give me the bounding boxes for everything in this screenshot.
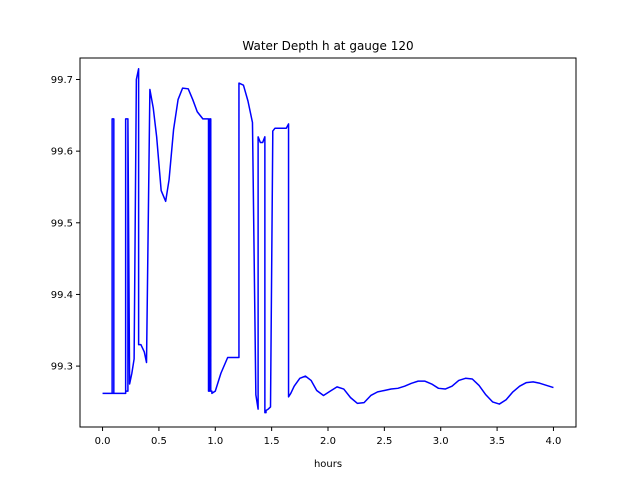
x-tick-label: 2.5	[376, 436, 392, 447]
plot-area	[79, 57, 577, 428]
y-tick-label: 99.4	[51, 290, 73, 301]
x-axis-label: hours	[314, 459, 342, 470]
x-axis: 0.0 0.5 1.0 1.5 2.0 2.5 3.0 3.5 4.0	[95, 427, 562, 447]
y-tick-label: 99.3	[51, 362, 73, 373]
series-layer	[102, 68, 554, 414]
chart-title: Water Depth h at gauge 120	[242, 39, 413, 53]
x-tick-label: 3.0	[433, 436, 449, 447]
y-tick-label: 99.7	[51, 75, 73, 86]
series-line-0	[102, 68, 554, 414]
x-tick-label: 1.5	[264, 436, 280, 447]
x-tick-label: 4.0	[546, 436, 562, 447]
x-tick-label: 0.0	[95, 436, 111, 447]
x-tick-label: 3.5	[489, 436, 505, 447]
y-tick-label: 99.6	[51, 147, 73, 158]
x-tick-label: 2.0	[320, 436, 336, 447]
x-tick-label: 0.5	[151, 436, 167, 447]
plot-background	[80, 58, 576, 427]
y-tick-label: 99.5	[51, 218, 73, 229]
y-axis: 99.3 99.4 99.5 99.6 99.7	[51, 75, 80, 373]
x-tick-label: 1.0	[207, 436, 223, 447]
